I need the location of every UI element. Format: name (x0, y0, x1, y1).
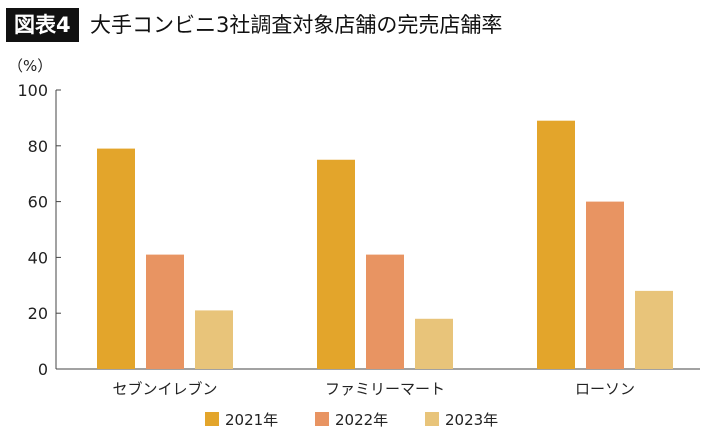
y-tick-label: 20 (28, 304, 48, 323)
figure-badge: 図表4 (6, 8, 79, 42)
y-tick-label: 0 (38, 360, 48, 379)
bar-3-2022年 (586, 201, 624, 369)
bar-2-2023年 (415, 318, 453, 369)
legend-label: 2023年 (445, 411, 498, 429)
bar-3-2021年 (537, 120, 575, 369)
y-tick-label: 80 (28, 137, 48, 156)
legend-label: 2022年 (335, 411, 388, 429)
y-tick-label: 100 (17, 81, 48, 100)
category-label: ローソン (575, 380, 635, 398)
legend-swatch (425, 412, 439, 426)
y-axis-unit: （%） (8, 57, 53, 75)
y-tick-label: 60 (28, 193, 48, 212)
bar-2-2022年 (366, 254, 404, 369)
legend-swatch (315, 412, 329, 426)
bar-3-2023年 (635, 290, 673, 369)
bar-2-2021年 (317, 159, 355, 369)
category-label: セブンイレブン (112, 380, 217, 398)
legend-swatch (205, 412, 219, 426)
category-label: ファミリーマート (325, 380, 445, 398)
bar-1-2022年 (146, 254, 184, 369)
chart-title: 大手コンビニ3社調査対象店舗の完売店舗率 (90, 13, 503, 37)
bar-1-2021年 (97, 148, 135, 369)
y-tick-label: 40 (28, 248, 48, 267)
bar-1-2023年 (195, 310, 233, 369)
legend-label: 2021年 (225, 411, 278, 429)
